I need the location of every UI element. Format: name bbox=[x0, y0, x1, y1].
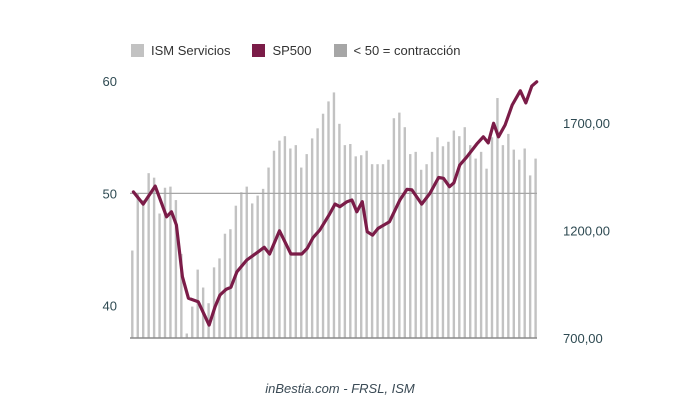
right-axis-tick-label: 700,00 bbox=[563, 331, 603, 346]
ism-bar bbox=[180, 253, 183, 338]
ism-bar bbox=[403, 127, 406, 338]
ism-bar bbox=[409, 154, 412, 338]
ism-bar bbox=[278, 140, 281, 338]
ism-bar bbox=[436, 137, 439, 338]
ism-bar bbox=[523, 148, 526, 338]
left-axis-tick-label: 50 bbox=[103, 186, 117, 201]
ism-bar bbox=[447, 141, 450, 338]
ism-bar bbox=[191, 306, 194, 338]
legend-swatch-contraction bbox=[333, 44, 347, 57]
legend-swatch-sp500 bbox=[252, 44, 266, 57]
legend-item-ism: ISM Servicios bbox=[131, 43, 230, 58]
ism-bar bbox=[343, 145, 347, 338]
ism-bar bbox=[332, 92, 336, 338]
ism-bar bbox=[474, 158, 477, 338]
ism-bar bbox=[136, 193, 139, 338]
ism-bar bbox=[158, 213, 161, 338]
ism-bar bbox=[469, 145, 472, 338]
ism-bar bbox=[534, 158, 537, 338]
ism-bar bbox=[349, 144, 352, 338]
ism-bar bbox=[501, 145, 505, 338]
legend-item-sp500: SP500 bbox=[252, 43, 312, 58]
sp500-line bbox=[131, 80, 539, 327]
ism-bar bbox=[251, 203, 254, 338]
ism-bar bbox=[327, 101, 330, 338]
ism-bar bbox=[507, 133, 510, 338]
ism-bar bbox=[338, 123, 341, 338]
legend-label-sp500: SP500 bbox=[272, 43, 312, 58]
left-axis-tick-label: 60 bbox=[103, 74, 117, 89]
ism-bar bbox=[479, 151, 483, 338]
ism-bar bbox=[496, 98, 499, 338]
ism-bar bbox=[398, 112, 401, 339]
ism-bar bbox=[360, 155, 363, 338]
legend-label-ism: ISM Servicios bbox=[151, 43, 231, 58]
ism-bar bbox=[289, 148, 292, 338]
chart-legend: ISM Servicios SP500 < 50 = contracción bbox=[131, 43, 482, 58]
ism-bar bbox=[283, 136, 287, 338]
ism-bar bbox=[365, 150, 368, 338]
ism-bar bbox=[223, 233, 227, 338]
ism-bar bbox=[152, 177, 156, 338]
ism-bar bbox=[142, 200, 145, 338]
ism-bar bbox=[261, 188, 265, 338]
ism-bar bbox=[381, 164, 385, 338]
ism-bar bbox=[294, 145, 297, 338]
legend-label-contraction: < 50 = contracción bbox=[353, 43, 461, 58]
ism-bar bbox=[185, 333, 188, 338]
ism-bar bbox=[463, 127, 466, 338]
ism-bar bbox=[441, 146, 445, 338]
ism-bar bbox=[370, 164, 374, 338]
ism-bar bbox=[512, 149, 515, 338]
ism-bar bbox=[392, 118, 396, 338]
ism-bar bbox=[458, 136, 461, 338]
right-axis-tick-label: 1200,00 bbox=[563, 224, 610, 239]
ism-bar bbox=[419, 169, 423, 338]
ism-bar bbox=[452, 130, 456, 338]
legend-item-contraction: < 50 = contracción bbox=[333, 43, 461, 58]
right-axis-tick-label: 1700,00 bbox=[563, 116, 610, 131]
ism-bar bbox=[354, 156, 357, 338]
ism-bar bbox=[212, 267, 216, 338]
ism-bar bbox=[376, 164, 379, 338]
ism-bar bbox=[414, 151, 417, 338]
ism-bar bbox=[490, 137, 494, 338]
left-axis-tick-label: 40 bbox=[103, 298, 117, 313]
ism-bar bbox=[430, 151, 434, 338]
ism-bar bbox=[387, 159, 390, 338]
ism-bar bbox=[169, 186, 172, 338]
ism-bar bbox=[485, 168, 488, 338]
chart-source-footer: inBestia.com - FRSL, ISM bbox=[265, 381, 415, 396]
ism-bar bbox=[174, 200, 178, 338]
ism-bar bbox=[131, 250, 134, 338]
ism-bar bbox=[518, 159, 521, 338]
legend-swatch-ism bbox=[131, 44, 144, 57]
ism-bar bbox=[528, 175, 532, 338]
ism-bar bbox=[163, 187, 167, 338]
ism-bar bbox=[425, 164, 428, 338]
ism-bar bbox=[229, 229, 232, 338]
ism-bar bbox=[147, 173, 150, 338]
ism-bar bbox=[256, 195, 259, 338]
